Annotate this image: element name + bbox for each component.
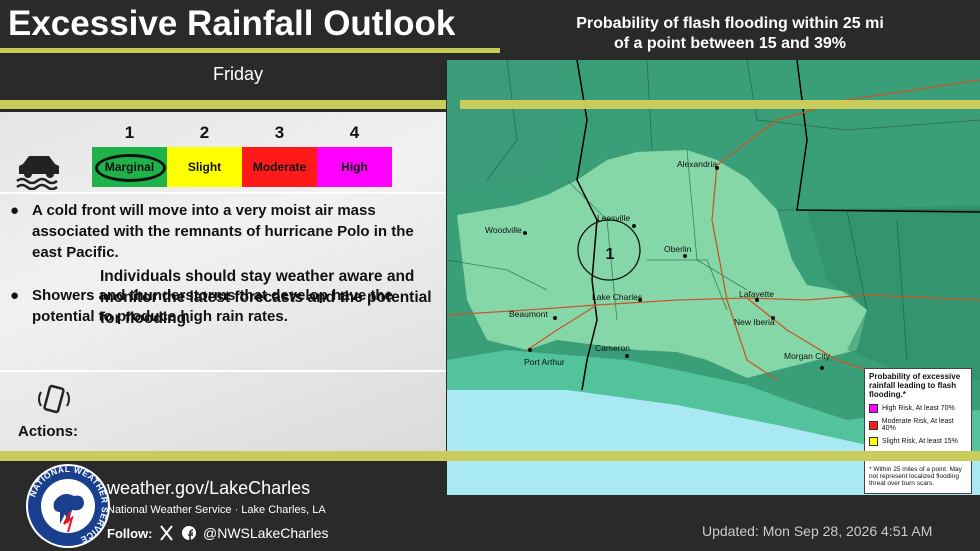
city: Woodville bbox=[485, 225, 522, 235]
legend-label: Moderate Risk, At least 40% bbox=[881, 418, 954, 432]
title: Excessive Rainfall Outlook bbox=[8, 4, 456, 43]
subtitle: Probability of flash flooding within 25 … bbox=[540, 14, 920, 54]
actions-text: Individuals should stay weather aware an… bbox=[100, 268, 432, 327]
city: Beaumont bbox=[509, 309, 548, 319]
city: Lafayette bbox=[739, 289, 774, 299]
legend-label: Slight Risk, At least 15% bbox=[882, 438, 958, 445]
subtitle-line: of a point between 15 and 39% bbox=[613, 35, 847, 52]
divider bbox=[0, 192, 446, 194]
city: Lake Charles bbox=[592, 292, 642, 302]
flood-icon bbox=[16, 156, 59, 190]
risk-scale: 1 Marginal 2 Slight 3 Moderate 4 High bbox=[92, 112, 392, 192]
risk-label: 1 bbox=[606, 246, 615, 263]
city: Alexandria bbox=[677, 159, 717, 169]
office: National Weather Service · Lake Charles,… bbox=[107, 504, 326, 516]
legend-item: High Risk, At least 70% bbox=[869, 404, 967, 413]
risk-cell: High bbox=[317, 147, 392, 187]
phone-icon bbox=[38, 384, 70, 414]
risk-cell: Moderate bbox=[242, 147, 317, 187]
follow-label: Follow: bbox=[107, 526, 153, 541]
subtitle-line: Probability of flash flooding within 25 … bbox=[576, 15, 884, 32]
city-labels: Alexandria Leesville Woodville Oberlin L… bbox=[485, 159, 831, 370]
city: Oberlin bbox=[664, 244, 692, 254]
legend-swatch bbox=[869, 404, 878, 413]
actions-label: Actions: bbox=[18, 423, 78, 440]
bullet: ● A cold front will move into a very mois… bbox=[10, 200, 440, 263]
legend: Probability of excessive rainfall leadin… bbox=[864, 368, 972, 494]
legend-item: Moderate Risk, At least 40% bbox=[869, 418, 967, 432]
updated: Updated: Mon Sep 28, 2026 4:51 AM bbox=[702, 523, 933, 539]
legend-title: Probability of excessive rainfall leadin… bbox=[869, 372, 961, 399]
city: New Iberia bbox=[734, 317, 775, 327]
social-icons[interactable] bbox=[160, 525, 198, 541]
bullet-text: A cold front will move into a very moist… bbox=[32, 202, 414, 261]
bullet-text: Showers and thunderstorms that develop h… bbox=[32, 287, 393, 325]
map: 1 Alexandria Leesville Woodville Oberlin… bbox=[447, 60, 980, 495]
city: Leesville bbox=[597, 213, 630, 223]
legend-label: High Risk, At least 70% bbox=[882, 405, 955, 412]
city: Cameron bbox=[595, 343, 630, 353]
nws-logo: NATIONAL WEATHER SERVICE bbox=[26, 464, 110, 548]
risk-cell: Slight bbox=[167, 147, 242, 187]
bullet: ● Showers and thunderstorms that develop … bbox=[10, 285, 440, 327]
website[interactable]: weather.gov/LakeCharles bbox=[107, 478, 311, 498]
divider bbox=[460, 100, 980, 109]
divider bbox=[0, 48, 500, 53]
divider bbox=[0, 451, 980, 461]
divider bbox=[0, 370, 446, 372]
city: Morgan City bbox=[784, 351, 831, 361]
risk-cell: Marginal bbox=[92, 147, 167, 187]
risk-level: 4 bbox=[349, 123, 360, 142]
legend-note: * Within 25 miles of a point. May not re… bbox=[869, 466, 962, 487]
risk-level: 3 bbox=[274, 123, 285, 142]
day: Friday bbox=[212, 64, 263, 84]
risk-level: 2 bbox=[199, 123, 210, 142]
handle[interactable]: @NWSLakeCharles bbox=[203, 525, 329, 541]
legend-swatch bbox=[869, 437, 878, 446]
city: Port Arthur bbox=[524, 357, 565, 367]
legend-item: Slight Risk, At least 15% bbox=[869, 437, 967, 446]
info-panel: 1 Marginal 2 Slight 3 Moderate 4 High ● A cold f… bbox=[0, 112, 446, 452]
marginal-ring bbox=[95, 154, 166, 182]
divider bbox=[0, 100, 446, 109]
risk-level: 1 bbox=[124, 123, 135, 142]
legend-swatch bbox=[869, 420, 878, 430]
